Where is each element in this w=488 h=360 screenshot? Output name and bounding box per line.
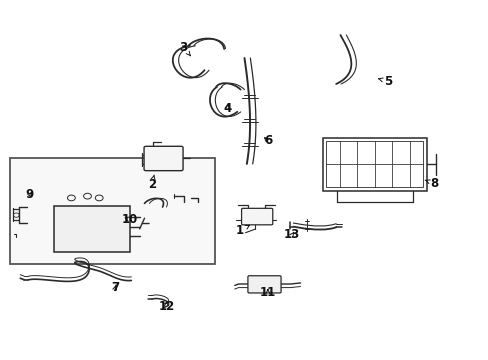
- Text: 4: 4: [223, 102, 231, 115]
- Text: 12: 12: [158, 300, 174, 313]
- FancyBboxPatch shape: [247, 276, 281, 293]
- Bar: [322, 138, 427, 191]
- Text: 7: 7: [111, 281, 119, 294]
- Text: 8: 8: [424, 177, 438, 190]
- Text: 2: 2: [147, 175, 156, 191]
- Text: 3: 3: [179, 41, 190, 56]
- Text: 1: 1: [235, 224, 249, 238]
- FancyBboxPatch shape: [241, 208, 272, 225]
- Text: 6: 6: [263, 134, 271, 147]
- Text: 9: 9: [26, 188, 34, 201]
- Bar: [54, 206, 130, 252]
- FancyBboxPatch shape: [144, 146, 183, 171]
- Bar: [326, 141, 423, 187]
- Text: 13: 13: [284, 228, 300, 241]
- Bar: [10, 158, 215, 264]
- Text: 11: 11: [259, 287, 275, 300]
- Text: 10: 10: [122, 213, 138, 226]
- Text: 5: 5: [378, 75, 392, 88]
